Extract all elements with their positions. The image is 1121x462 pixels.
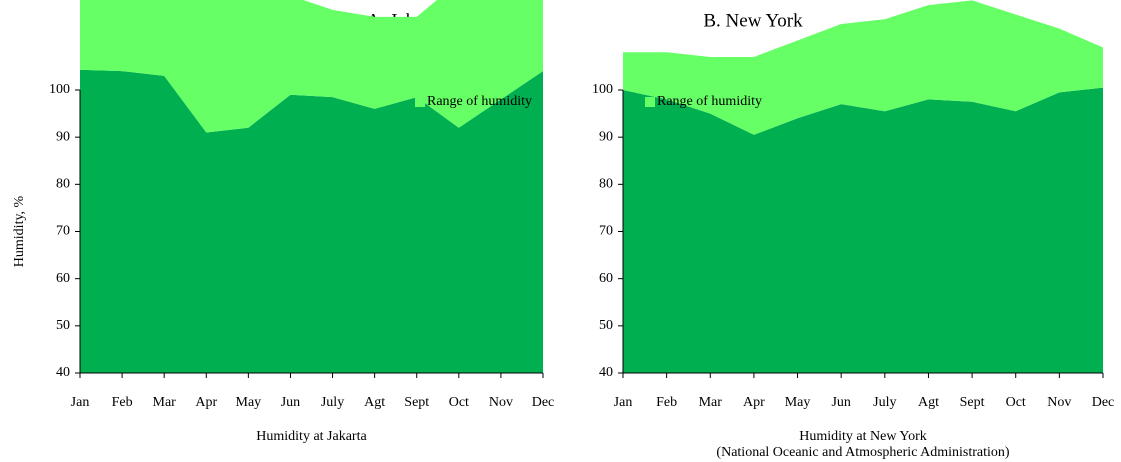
y-tick-label: 50 xyxy=(56,318,70,333)
x-tick-label: Jun xyxy=(831,395,850,410)
x-tick-label: Nov xyxy=(1047,395,1071,410)
y-tick-label: 40 xyxy=(599,365,613,380)
y-tick-label: 80 xyxy=(599,177,613,192)
x-tick-label: Apr xyxy=(195,395,217,410)
x-tick-label: Sept xyxy=(404,395,429,410)
y-tick-label: 60 xyxy=(599,271,613,286)
x-tick-label: Agt xyxy=(364,395,385,410)
area xyxy=(623,87,1103,374)
x-tick-label: Oct xyxy=(449,395,469,410)
x-tick-label: July xyxy=(873,395,896,410)
x-tick-label: May xyxy=(785,395,811,410)
x-tick-label: Jan xyxy=(614,395,633,410)
x-tick-label: Mar xyxy=(699,395,723,410)
x-axis-label: Humidity at New York xyxy=(799,429,927,444)
legend-label: Range of humidity xyxy=(427,94,532,109)
x-axis-label: Humidity at Jakarta xyxy=(256,429,367,444)
y-tick-label: 40 xyxy=(56,365,70,380)
area xyxy=(80,69,543,374)
legend-label: Range of humidity xyxy=(657,94,762,109)
x-tick-label: Jan xyxy=(71,395,90,410)
y-tick-label: 70 xyxy=(56,224,70,239)
area xyxy=(80,0,543,133)
x-tick-label: Agt xyxy=(918,395,939,410)
y-tick-label: 60 xyxy=(56,271,70,286)
y-tick-label: 70 xyxy=(599,224,613,239)
x-tick-label: Sept xyxy=(960,395,985,410)
x-tick-label: Dec xyxy=(1092,395,1115,410)
x-tick-label: Nov xyxy=(489,395,513,410)
legend-swatch xyxy=(645,97,655,107)
x-tick-label: Apr xyxy=(743,395,765,410)
y-tick-label: 50 xyxy=(599,318,613,333)
x-tick-label: Mar xyxy=(153,395,177,410)
y-axis-label: Humidity, % xyxy=(12,195,27,267)
area xyxy=(623,0,1103,135)
x-tick-label: Feb xyxy=(112,395,133,410)
source-note: (National Oceanic and Atmospheric Admini… xyxy=(716,445,1009,460)
legend-swatch xyxy=(415,97,425,107)
y-tick-label: 100 xyxy=(49,82,70,97)
x-tick-label: Oct xyxy=(1006,395,1026,410)
y-tick-label: 90 xyxy=(599,129,613,144)
x-tick-label: Feb xyxy=(656,395,677,410)
y-tick-label: 90 xyxy=(56,129,70,144)
x-tick-label: July xyxy=(321,395,344,410)
x-tick-label: Dec xyxy=(532,395,555,410)
x-tick-label: May xyxy=(236,395,262,410)
y-tick-label: 80 xyxy=(56,177,70,192)
x-tick-label: Jun xyxy=(281,395,300,410)
y-tick-label: 100 xyxy=(592,82,613,97)
chart-title: B. New York xyxy=(703,10,803,31)
